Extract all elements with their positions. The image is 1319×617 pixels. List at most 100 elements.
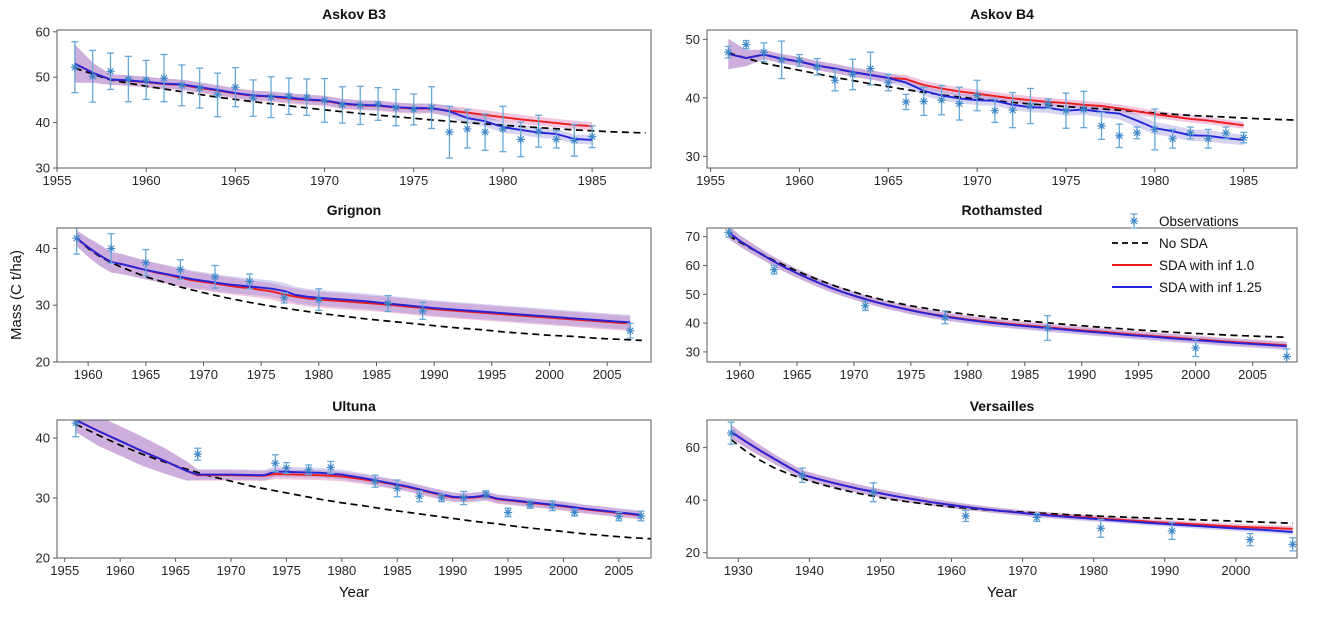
svg-text:2000: 2000 xyxy=(535,367,564,382)
legend-label: SDA with inf 1.0 xyxy=(1159,257,1255,273)
svg-text:1980: 1980 xyxy=(1079,563,1108,578)
svg-text:1975: 1975 xyxy=(247,367,276,382)
svg-text:1975: 1975 xyxy=(1052,173,1081,188)
svg-text:40: 40 xyxy=(686,90,700,105)
subplot-ultuna: Ultuna 1955 1960 1965 1970 1975 1980 1985 1990 1… xyxy=(0,392,660,617)
askov-b4-chart: 1955 1960 1965 1970 1975 1980 1985 30 40 50 xyxy=(686,29,1298,188)
svg-text:1985: 1985 xyxy=(578,173,607,188)
svg-text:1995: 1995 xyxy=(1124,367,1153,382)
svg-text:1930: 1930 xyxy=(724,563,753,578)
subplot-grignon: Grignon 1960 1965 1970 1975 1980 1985 1990 1995… xyxy=(0,196,660,392)
svg-text:40: 40 xyxy=(686,316,700,331)
subplot-title: Versailles xyxy=(969,398,1035,414)
subplot-title: Askov B3 xyxy=(322,6,386,22)
legend-label: No SDA xyxy=(1159,235,1208,251)
svg-text:1980: 1980 xyxy=(327,563,356,578)
subplot-askov-b3: Askov B3 1955 1960 1965 1970 1975 1980 1985 30 4… xyxy=(0,0,660,196)
svg-text:60: 60 xyxy=(36,24,50,39)
svg-text:1955: 1955 xyxy=(50,563,79,578)
svg-text:1985: 1985 xyxy=(1229,173,1258,188)
svg-text:40: 40 xyxy=(36,431,50,446)
svg-text:1965: 1965 xyxy=(221,173,250,188)
svg-text:30: 30 xyxy=(686,344,700,359)
dashed-line-icon xyxy=(1112,242,1152,244)
svg-text:50: 50 xyxy=(36,70,50,85)
rothamsted-chart: 1960 1965 1970 1975 1980 1985 1990 1995 2000 2005… xyxy=(686,227,1298,382)
svg-text:2000: 2000 xyxy=(1221,563,1250,578)
svg-text:1960: 1960 xyxy=(785,173,814,188)
svg-text:1990: 1990 xyxy=(1150,563,1179,578)
svg-text:60: 60 xyxy=(686,440,700,455)
svg-text:1990: 1990 xyxy=(1067,367,1096,382)
svg-text:50: 50 xyxy=(686,32,700,47)
legend-item-sda-inf-1-0: SDA with inf 1.0 xyxy=(1110,255,1262,275)
svg-text:1985: 1985 xyxy=(1010,367,1039,382)
svg-text:40: 40 xyxy=(36,241,50,256)
svg-text:1985: 1985 xyxy=(383,563,412,578)
svg-text:40: 40 xyxy=(36,115,50,130)
svg-text:1980: 1980 xyxy=(488,173,517,188)
svg-text:40: 40 xyxy=(686,493,700,508)
x-axis-label-right: Year xyxy=(986,584,1018,601)
svg-text:1980: 1980 xyxy=(1140,173,1169,188)
legend-item-sda-inf-1-25: SDA with inf 1.25 xyxy=(1110,277,1262,297)
svg-text:20: 20 xyxy=(36,551,50,566)
svg-text:2005: 2005 xyxy=(593,367,622,382)
svg-text:1955: 1955 xyxy=(696,173,725,188)
svg-text:1980: 1980 xyxy=(304,367,333,382)
svg-text:1970: 1970 xyxy=(189,367,218,382)
svg-text:1970: 1970 xyxy=(839,367,868,382)
subplot-title: Ultuna xyxy=(332,398,376,414)
svg-text:1970: 1970 xyxy=(1008,563,1037,578)
blue-line-icon xyxy=(1112,286,1152,288)
svg-text:2005: 2005 xyxy=(604,563,633,578)
subplot-title: Rothamsted xyxy=(961,202,1043,218)
svg-text:70: 70 xyxy=(686,229,700,244)
svg-text:1965: 1965 xyxy=(131,367,160,382)
svg-text:1970: 1970 xyxy=(217,563,246,578)
svg-text:30: 30 xyxy=(36,298,50,313)
svg-text:2000: 2000 xyxy=(1181,367,1210,382)
subplot-title: Grignon xyxy=(326,202,382,218)
versailles-chart: 1930 1940 1950 1960 1970 1980 1990 2000 20 40 60 xyxy=(686,419,1298,578)
svg-text:30: 30 xyxy=(36,491,50,506)
askov-b3-chart: 1955 1960 1965 1970 1975 1980 1985 30 40 50 60 xyxy=(36,24,652,188)
legend-item-no-sda: No SDA xyxy=(1110,233,1262,253)
svg-text:1970: 1970 xyxy=(310,173,339,188)
svg-text:1995: 1995 xyxy=(494,563,523,578)
svg-text:1960: 1960 xyxy=(106,563,135,578)
legend-item-observations: Observations xyxy=(1110,211,1262,231)
svg-text:20: 20 xyxy=(686,545,700,560)
svg-text:1975: 1975 xyxy=(399,173,428,188)
subplot-versailles: Versailles 1930 1940 1950 1960 1970 1980 1990 2… xyxy=(660,392,1319,617)
legend: Observations No SDA SDA with inf 1.0 SDA… xyxy=(1110,211,1262,297)
svg-text:50: 50 xyxy=(686,287,700,302)
svg-text:30: 30 xyxy=(686,149,700,164)
svg-text:60: 60 xyxy=(686,258,700,273)
grignon-chart: 1960 1965 1970 1975 1980 1985 1990 1995 2000 2005… xyxy=(36,227,652,382)
svg-text:1960: 1960 xyxy=(726,367,755,382)
svg-text:1960: 1960 xyxy=(937,563,966,578)
ultuna-chart: 1955 1960 1965 1970 1975 1980 1985 1990 1995 2000… xyxy=(36,419,652,578)
y-axis-label: Mass (C t/ha) xyxy=(8,250,25,341)
svg-text:1995: 1995 xyxy=(477,367,506,382)
svg-text:2005: 2005 xyxy=(1238,367,1267,382)
svg-text:1985: 1985 xyxy=(362,367,391,382)
svg-text:1975: 1975 xyxy=(272,563,301,578)
subplot-rothamsted: Rothamsted 1960 1965 1970 1975 1980 1985 1990 1… xyxy=(660,196,1319,392)
svg-text:1955: 1955 xyxy=(43,173,72,188)
red-line-icon xyxy=(1112,264,1152,266)
svg-text:1940: 1940 xyxy=(795,563,824,578)
svg-text:1980: 1980 xyxy=(953,367,982,382)
svg-text:30: 30 xyxy=(36,161,50,176)
svg-text:1965: 1965 xyxy=(783,367,812,382)
svg-text:1990: 1990 xyxy=(438,563,467,578)
svg-text:1990: 1990 xyxy=(420,367,449,382)
svg-text:1965: 1965 xyxy=(874,173,903,188)
subplot-askov-b4: Askov B4 1955 1960 1965 1970 1975 1980 1985 30 4… xyxy=(660,0,1319,196)
x-axis-label-left: Year xyxy=(338,584,370,601)
svg-text:1960: 1960 xyxy=(74,367,103,382)
svg-text:1975: 1975 xyxy=(896,367,925,382)
subplot-title: Askov B4 xyxy=(970,6,1034,22)
